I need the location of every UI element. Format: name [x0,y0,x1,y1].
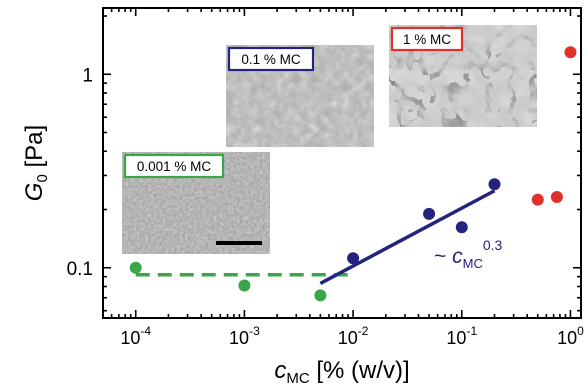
x-tick-label-4: 100 [557,324,584,348]
y-axis-label-rest: [Pa] [21,125,48,174]
data-point-0-2 [314,289,327,302]
y-tick-label-0: 0.1 [67,259,93,280]
x-tick-base: 10 [446,328,466,348]
x-tick-base: 10 [338,328,358,348]
y-tick-label-1: 1 [82,65,93,86]
annotation-sup: 0.3 [483,237,503,253]
fit-line-1 [319,189,496,285]
x-tick-label-0: 10-4 [120,324,151,348]
inset-label-mid: 0.1 % MC [241,52,301,67]
data-point-2-0 [531,193,544,206]
data-point-1-0 [347,252,360,265]
x-tick-base: 10 [120,328,140,348]
x-axis-label-main: c [274,357,286,384]
data-point-2-2 [564,46,577,59]
annotation-main: c [452,245,463,268]
x-tick-exp: 0 [577,324,584,338]
data-point-1-2 [455,221,468,234]
data-points [129,46,577,302]
x-tick-exp: -4 [140,324,151,338]
data-point-1-3 [488,178,501,191]
x-tick-exp: -2 [358,324,369,338]
y-axis-label: G0 [Pa] [21,125,51,201]
x-tick-base: 10 [557,328,577,348]
data-point-2-1 [550,191,563,204]
inset-micrograph-low: 0.001 % MC [122,152,270,254]
power-law-annotation: ~ cMC0.3 [434,237,503,271]
x-tick-label-1: 10-3 [229,324,260,348]
annotation-prefix: ~ [434,245,452,268]
y-axis-label-main: G [21,183,48,202]
x-tick-label-2: 10-2 [338,324,369,348]
x-axis-label-rest: [% (w/v)] [310,357,410,384]
data-point-0-0 [129,261,142,274]
annotation-sub: MC [463,256,483,271]
inset-micrograph-mid: 0.1 % MC [226,45,374,147]
x-tick-base: 10 [229,328,249,348]
x-axis-label: cMC [% (w/v)] [274,357,409,387]
y-axis-ticks: 0.11 [67,15,581,312]
x-tick-label-3: 10-1 [446,324,477,348]
x-tick-exp: -1 [466,324,477,338]
inset-label-high: 1 % MC [403,32,451,47]
data-point-1-1 [423,207,436,220]
inset-label-low: 0.001 % MC [137,159,212,174]
data-point-0-1 [238,279,251,292]
x-axis-ticks: 10-4 10-3 10-2 10-1 100 [102,8,584,348]
y-axis-label-sub: 0 [34,174,51,182]
fit-lines [135,189,496,285]
x-tick-exp: -3 [249,324,260,338]
x-axis-label-sub: MC [286,370,309,387]
inset-micrograph-high: 1 % MC [389,25,537,127]
